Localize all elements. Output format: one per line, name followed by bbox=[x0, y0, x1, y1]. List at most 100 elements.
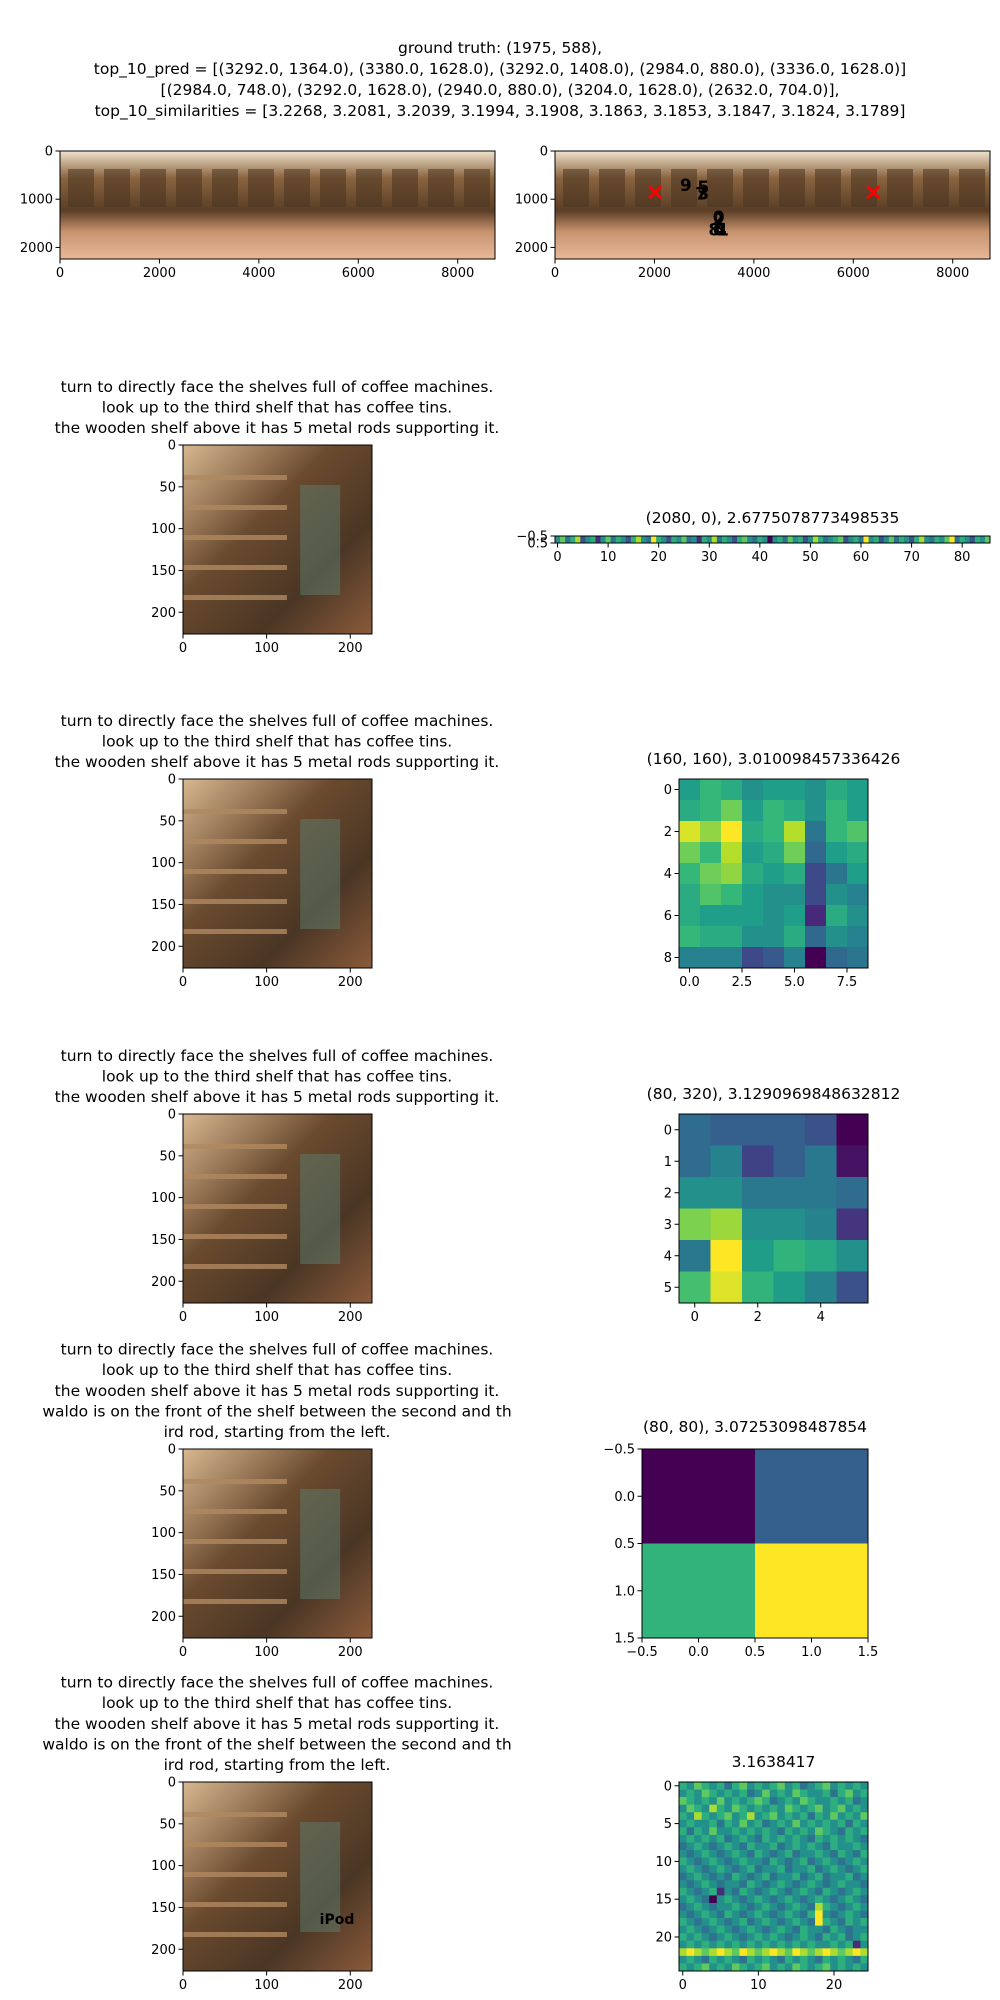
y-tick-label: 5 bbox=[664, 1281, 672, 1296]
heatmap-cell bbox=[747, 1902, 755, 1911]
prediction-marker: 4 bbox=[715, 220, 727, 240]
heatmap-cell bbox=[845, 1827, 854, 1836]
heatmap-cell bbox=[731, 1865, 740, 1874]
heatmap-cell bbox=[888, 536, 895, 544]
heatmap-cell bbox=[792, 1887, 801, 1896]
heatmap-cell bbox=[837, 1812, 846, 1821]
heatmap-cell bbox=[969, 536, 976, 544]
heatmap-cell bbox=[830, 1902, 839, 1911]
heatmap-cell bbox=[679, 905, 701, 927]
heatmap-cell bbox=[807, 1834, 816, 1843]
y-tick-label: 150 bbox=[151, 898, 176, 913]
heatmap-cell bbox=[724, 1827, 733, 1836]
heatmap-cell bbox=[830, 1910, 839, 1919]
heatmap-cell bbox=[782, 536, 788, 544]
heatmap-cell bbox=[724, 1940, 733, 1949]
y-tick-label: 50 bbox=[159, 1149, 176, 1164]
shelf-detail bbox=[183, 1872, 287, 1877]
heatmap-cell bbox=[769, 1865, 778, 1874]
heatmap-cell bbox=[830, 1812, 839, 1821]
heatmap-cell bbox=[799, 1804, 808, 1813]
heatmap-cell bbox=[792, 1804, 801, 1813]
instruction-line: turn to directly face the shelves full o… bbox=[61, 1341, 494, 1359]
heatmap-cell bbox=[694, 1834, 702, 1843]
heatmap-cell bbox=[836, 1271, 869, 1304]
y-tick-label: 200 bbox=[151, 940, 176, 955]
heatmap-cell bbox=[686, 1948, 695, 1957]
heatmap-cell bbox=[694, 1797, 702, 1805]
heatmap-cell bbox=[860, 1834, 869, 1843]
heatmap-cell bbox=[694, 1857, 702, 1866]
heatmap-cell bbox=[686, 1887, 695, 1896]
x-tick-label: 70 bbox=[903, 550, 920, 565]
heatmap-cell bbox=[679, 1145, 711, 1178]
heatmap-cell bbox=[784, 1872, 793, 1881]
heatmap-cell bbox=[807, 1887, 816, 1896]
heatmap-cell bbox=[837, 1819, 846, 1828]
heatmap-cell bbox=[815, 1834, 823, 1843]
heatmap-cell bbox=[679, 1834, 687, 1843]
heatmap-cell bbox=[777, 1918, 786, 1926]
heatmap-cell bbox=[805, 926, 827, 948]
x-tick-label: 200 bbox=[338, 1645, 363, 1660]
heatmap-cell bbox=[815, 1940, 823, 1949]
heatmap-cell bbox=[706, 536, 713, 544]
heatmap-cell bbox=[807, 1955, 816, 1964]
heatmap-cell bbox=[837, 1940, 846, 1949]
heatmap-cell bbox=[724, 1834, 733, 1843]
heatmap-cell bbox=[784, 1789, 793, 1798]
heatmap-cell bbox=[754, 1880, 763, 1889]
heatmap-cell bbox=[762, 1887, 771, 1896]
heatmap-cell bbox=[560, 536, 566, 544]
heatmap-cell bbox=[909, 536, 915, 544]
x-tick-label: 2 bbox=[754, 1310, 762, 1325]
heatmap-cell bbox=[777, 1819, 786, 1828]
heatmap-cell bbox=[700, 947, 722, 969]
heatmap-cell bbox=[686, 1940, 695, 1949]
shelf-detail bbox=[183, 1204, 287, 1209]
x-tick-label: 200 bbox=[338, 1310, 363, 1325]
heatmap-cell bbox=[686, 1895, 695, 1904]
heatmap-cell bbox=[721, 779, 743, 801]
x-tick-label: 80 bbox=[954, 550, 971, 565]
heatmap-cell bbox=[762, 1880, 771, 1889]
heatmap-cell bbox=[777, 1895, 786, 1904]
heatmap-cell bbox=[742, 1114, 774, 1146]
prediction-marker: 3 bbox=[697, 184, 709, 204]
ground-truth-marker bbox=[866, 185, 881, 200]
heatmap-cell bbox=[852, 1850, 861, 1858]
heatmap-cell bbox=[686, 1842, 695, 1851]
shelf-detail bbox=[183, 899, 287, 904]
heatmap-cell bbox=[747, 1880, 755, 1889]
heatmap-cell bbox=[805, 1208, 837, 1241]
heatmap-cell bbox=[694, 1887, 702, 1896]
shelf-detail bbox=[104, 169, 130, 207]
heatmap-cell bbox=[845, 1918, 854, 1926]
heatmap-cell bbox=[792, 1880, 801, 1889]
x-tick-label: 2000 bbox=[638, 266, 671, 281]
y-tick-label: 150 bbox=[151, 564, 176, 579]
shelf-detail bbox=[300, 1822, 341, 1932]
y-tick-label: 6 bbox=[664, 909, 672, 924]
heatmap-cell bbox=[822, 1963, 831, 1972]
x-tick-label: 0 bbox=[679, 1978, 687, 1993]
heatmap-cell bbox=[784, 1797, 793, 1805]
x-tick-label: 0.0 bbox=[679, 975, 700, 990]
heatmap-cell bbox=[747, 1918, 755, 1926]
heatmap-cell bbox=[822, 1850, 831, 1858]
heatmap-cell bbox=[762, 1789, 771, 1798]
x-tick-label: 0 bbox=[179, 1978, 187, 1993]
heatmap-cell bbox=[731, 1910, 740, 1919]
heatmap-cell bbox=[742, 1177, 774, 1209]
heatmap-cell bbox=[822, 1797, 831, 1805]
heatmap-cell bbox=[754, 1925, 763, 1934]
heatmap-cell bbox=[822, 1812, 831, 1821]
heatmap-cell bbox=[585, 536, 591, 544]
heatmap-cell bbox=[747, 1789, 755, 1798]
prediction-marker: 6 bbox=[713, 220, 725, 240]
instruction-line: look up to the third shelf that has coff… bbox=[102, 1694, 452, 1712]
heatmap-cell bbox=[701, 1948, 710, 1957]
shelf-detail bbox=[300, 485, 341, 595]
heatmap-cell bbox=[807, 1925, 816, 1934]
heatmap-cell bbox=[754, 1933, 763, 1942]
